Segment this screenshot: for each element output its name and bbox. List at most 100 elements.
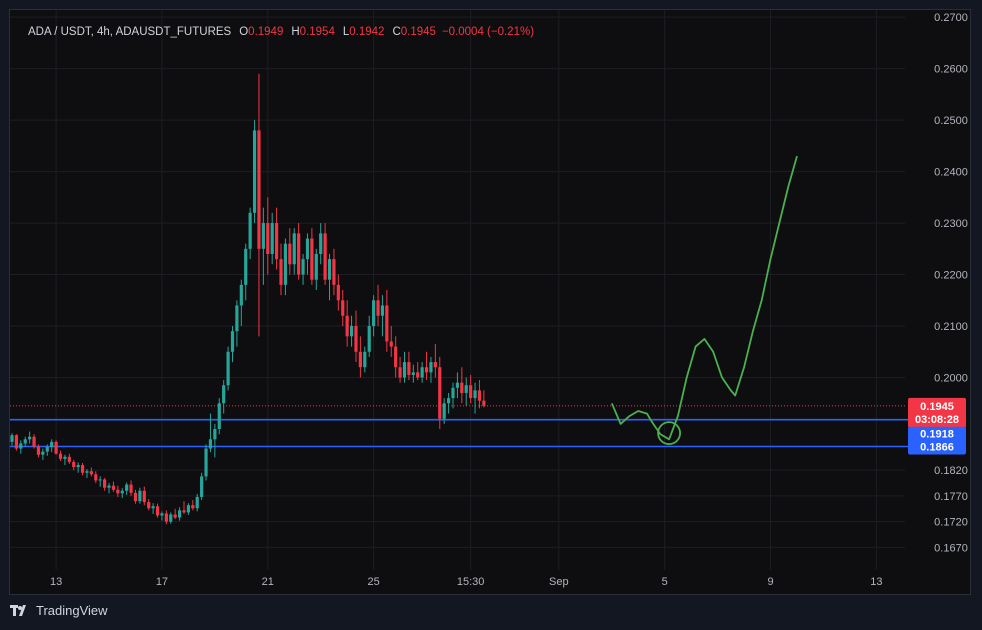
- candlestick-series: [10, 73, 486, 525]
- price-tick-label: 0.2100: [934, 321, 968, 333]
- candle-body: [226, 351, 230, 386]
- level-1-value: 0.1918: [920, 429, 954, 441]
- candle-body: [301, 259, 305, 275]
- time-tick-label: 17: [156, 576, 168, 588]
- symbol-title[interactable]: ADA / USDT, 4h, ADAUSDT_FUTURES: [28, 26, 232, 38]
- candle-body: [446, 398, 451, 404]
- candle-body: [36, 446, 41, 455]
- time-tick-label: 21: [262, 576, 274, 588]
- branding[interactable]: TradingView: [10, 603, 108, 618]
- candle-body: [380, 305, 385, 316]
- price-tick-label: 0.2500: [934, 115, 968, 127]
- price-tick-label: 0.1720: [934, 517, 968, 529]
- open-value: 0.1949: [248, 26, 284, 38]
- candle-body: [72, 461, 76, 468]
- candle-body: [319, 233, 323, 254]
- candle-body: [191, 505, 195, 509]
- candle-body: [389, 341, 393, 347]
- open-label: O: [239, 26, 249, 38]
- candle-body: [98, 479, 102, 481]
- candle-body: [327, 259, 332, 280]
- close-label: C: [392, 26, 401, 38]
- candle-body: [310, 238, 314, 280]
- candle-body: [28, 436, 32, 440]
- chart-frame[interactable]: 0.2700 0.2600 0.2500 0.2400 0.2300 0.2200 0.21…: [9, 9, 971, 595]
- level-1-tag: [908, 426, 966, 442]
- candle-body: [367, 326, 371, 352]
- candle-body: [94, 474, 98, 481]
- candle-body: [349, 326, 354, 337]
- candle-body: [186, 505, 190, 513]
- candle-body: [323, 233, 327, 280]
- candle-body: [398, 367, 402, 378]
- projection-circle: [657, 421, 681, 446]
- candle-body: [67, 456, 71, 462]
- candle-body: [155, 506, 160, 516]
- candle-body: [142, 490, 146, 503]
- projection-path: [610, 155, 798, 441]
- candle-body: [332, 259, 336, 285]
- time-tick-label: 25: [367, 576, 379, 588]
- time-tick-label: 9: [767, 576, 773, 588]
- tradingview-logo-icon: [10, 604, 30, 617]
- last-price-value: 0.1945: [920, 401, 954, 413]
- candle-body: [213, 429, 217, 440]
- hand-drawn-projection: [610, 155, 798, 446]
- price-tick-label: 0.1770: [934, 491, 968, 503]
- candle-body: [41, 451, 45, 455]
- candle-body: [200, 476, 204, 497]
- candle-body: [460, 382, 464, 393]
- price-chart[interactable]: 0.2700 0.2600 0.2500 0.2400 0.2300 0.2200 0.21…: [10, 10, 970, 594]
- candle-body: [63, 456, 67, 459]
- candle-body: [116, 489, 120, 494]
- candle-body: [204, 448, 208, 477]
- candle-body: [89, 471, 93, 475]
- candle-body: [54, 441, 58, 454]
- candle-body: [239, 284, 243, 306]
- candle-body: [107, 485, 111, 488]
- candle-body: [248, 212, 252, 249]
- close-value: 0.1945: [400, 26, 436, 38]
- candle-body: [292, 233, 296, 265]
- candle-body: [455, 382, 460, 388]
- symbol-legend: ADA / USDT, 4h, ADAUSDT_FUTURES O0.1949 H0…: [28, 26, 534, 38]
- candle-body: [424, 367, 429, 373]
- candle-body: [385, 305, 389, 342]
- candle-body: [76, 465, 80, 468]
- high-label: H: [291, 26, 300, 38]
- candle-body: [451, 387, 455, 399]
- candle-body: [407, 362, 411, 375]
- candle-body: [394, 346, 398, 368]
- time-tick-label: Sep: [549, 576, 569, 588]
- candle-body: [354, 326, 358, 352]
- candle-body: [482, 400, 486, 406]
- price-tick-label: 0.1820: [934, 465, 968, 477]
- high-value: 0.1954: [299, 26, 335, 38]
- candle-body: [50, 441, 54, 448]
- candle-body: [411, 372, 415, 375]
- candle-body: [341, 300, 345, 316]
- price-axis: 0.2700 0.2600 0.2500 0.2400 0.2300 0.2200 0.21…: [934, 12, 968, 554]
- price-tick-label: 0.2600: [934, 64, 968, 76]
- candle-body: [416, 372, 420, 378]
- candle-body: [314, 253, 318, 280]
- time-axis: 13 17 21 25 15:30 Sep 5 9 13: [50, 576, 883, 588]
- candle-body: [80, 465, 85, 473]
- candle-body: [469, 385, 473, 399]
- candle-body: [442, 403, 446, 419]
- price-tick-label: 0.2400: [934, 167, 968, 179]
- candle-body: [279, 259, 283, 285]
- candle-body: [372, 300, 376, 327]
- candle-body: [125, 484, 129, 491]
- candle-body: [438, 367, 442, 419]
- time-tick-label: 5: [662, 576, 668, 588]
- candle-body: [270, 223, 274, 254]
- candle-body: [464, 385, 468, 393]
- candle-body: [182, 510, 186, 513]
- time-tick-label: 13: [870, 576, 882, 588]
- candle-body: [402, 362, 407, 378]
- candle-body: [345, 315, 349, 337]
- price-tick-label: 0.2300: [934, 218, 968, 230]
- candle-body: [133, 492, 138, 502]
